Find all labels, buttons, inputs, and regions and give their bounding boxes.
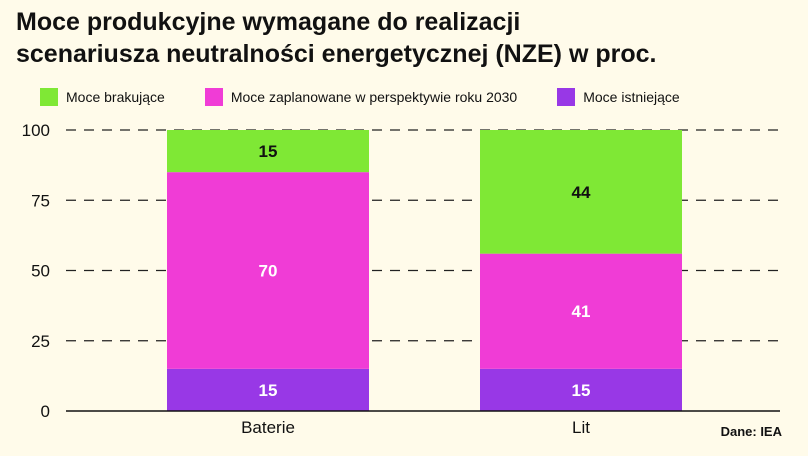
y-tick-label-25: 25	[31, 332, 50, 351]
legend-swatch-planned	[204, 88, 223, 106]
bar-segment-baterie-series-0	[167, 368, 369, 411]
data-label-lit-series-2: 44	[572, 183, 591, 202]
legend-swatch-missing	[40, 88, 58, 106]
bar-segment-lit-series-1	[480, 253, 682, 369]
data-label-lit-series-0: 15	[572, 381, 591, 400]
legend-label-existing: Moce istniejące	[583, 89, 680, 105]
y-tick-label-50: 50	[31, 262, 50, 281]
chart-title-line-1: Moce produkcyjne wymagane do realizacji	[16, 8, 521, 36]
x-tick-label-lit: Lit	[572, 418, 590, 437]
legend: Moce brakujące Moce zaplanowane w perspe…	[40, 86, 680, 108]
y-tick-label-75: 75	[31, 191, 50, 210]
legend-label-planned: Moce zaplanowane w perspektywie roku 203…	[230, 89, 518, 105]
y-tick-label-100: 100	[22, 121, 50, 140]
source-note: Dane: IEA	[720, 424, 782, 439]
bar-segment-baterie-series-2	[167, 130, 369, 173]
legend-swatch-existing	[557, 88, 576, 106]
bar-segment-lit-series-2	[480, 130, 682, 254]
data-label-baterie-series-2: 15	[259, 142, 278, 161]
chart-title-line-2: scenariusza neutralności energetycznej (…	[16, 40, 657, 68]
legend-label-missing: Moce brakujące	[66, 89, 165, 105]
bar-segment-baterie-series-1	[167, 172, 369, 369]
y-tick-label-0: 0	[41, 402, 50, 421]
data-label-lit-series-1: 41	[572, 302, 591, 321]
chart-title: Moce produkcyjne wymagane do realizacji …	[16, 6, 796, 70]
data-label-baterie-series-0: 15	[259, 381, 278, 400]
legend-item-existing: Moce istniejące	[557, 88, 680, 106]
legend-item-planned: Moce zaplanowane w perspektywie roku 203…	[204, 88, 518, 106]
bar-segment-lit-series-0	[480, 368, 682, 411]
data-label-baterie-series-1: 70	[259, 262, 278, 281]
legend-item-missing: Moce brakujące	[40, 88, 165, 106]
x-tick-label-baterie: Baterie	[241, 418, 295, 437]
